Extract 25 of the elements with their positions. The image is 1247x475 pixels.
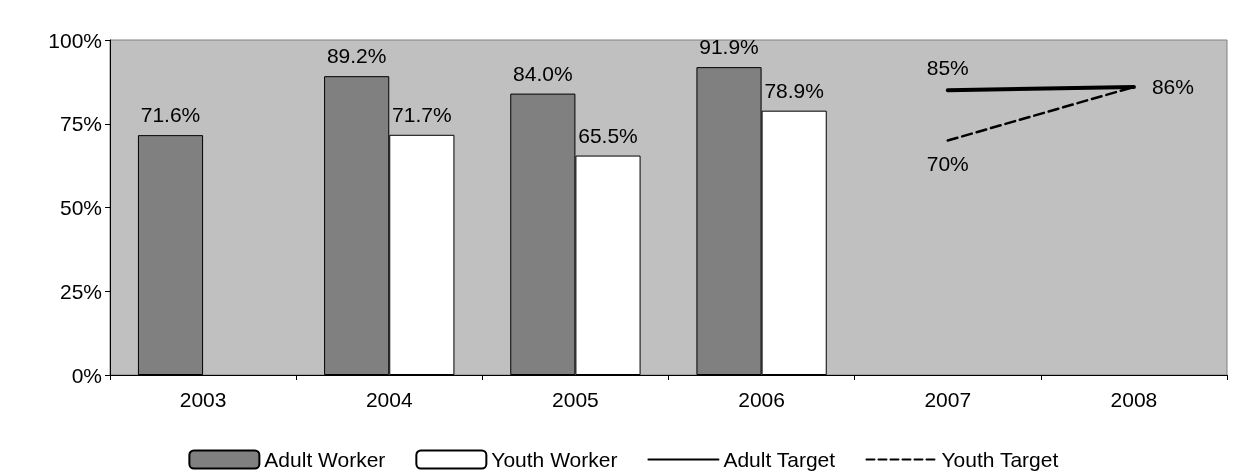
data-label: 70% xyxy=(926,151,969,175)
data-label: 71.6% xyxy=(140,103,201,127)
x-tick-label: 2004 xyxy=(365,388,413,411)
x-tick-label: 2005 xyxy=(552,388,599,411)
data-label: 89.2% xyxy=(326,44,387,68)
y-tick-label: 50% xyxy=(59,196,102,219)
data-label: 84.0% xyxy=(513,61,573,85)
data-label: 78.9% xyxy=(764,78,824,102)
x-tick-label: 2007 xyxy=(924,388,972,411)
legend-label: Adult Target xyxy=(723,448,836,471)
data-label: 85% xyxy=(926,56,969,80)
y-tick-label: 0% xyxy=(71,363,102,387)
y-tick-label: 75% xyxy=(59,112,102,136)
x-tick-label: 2008 xyxy=(1110,388,1158,411)
data-label: 86% xyxy=(1151,75,1194,99)
y-tick-label: 25% xyxy=(59,279,102,303)
data-label: 65.5% xyxy=(578,123,638,147)
legend-label: Adult Worker xyxy=(264,448,386,471)
data-label: 71.7% xyxy=(392,102,452,126)
data-label: 91.9% xyxy=(699,35,759,59)
legend-label: Youth Target xyxy=(941,448,1059,471)
x-tick-label: 2006 xyxy=(738,388,785,411)
y-tick-label: 100% xyxy=(48,28,102,52)
x-tick-label: 2003 xyxy=(179,388,227,411)
legend-label: Youth Worker xyxy=(491,448,618,471)
